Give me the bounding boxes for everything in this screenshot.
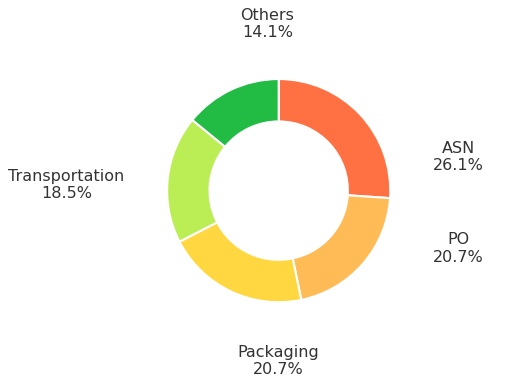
Wedge shape: [167, 120, 225, 242]
Text: Others
14.1%: Others 14.1%: [241, 8, 294, 40]
Text: Packaging
20.7%: Packaging 20.7%: [238, 344, 319, 377]
Text: ASN
26.1%: ASN 26.1%: [433, 141, 483, 173]
Text: PO
20.7%: PO 20.7%: [433, 232, 483, 265]
Wedge shape: [193, 79, 279, 147]
Wedge shape: [279, 79, 390, 198]
Wedge shape: [180, 222, 301, 302]
Text: Transportation
18.5%: Transportation 18.5%: [8, 169, 125, 201]
Wedge shape: [293, 195, 390, 300]
